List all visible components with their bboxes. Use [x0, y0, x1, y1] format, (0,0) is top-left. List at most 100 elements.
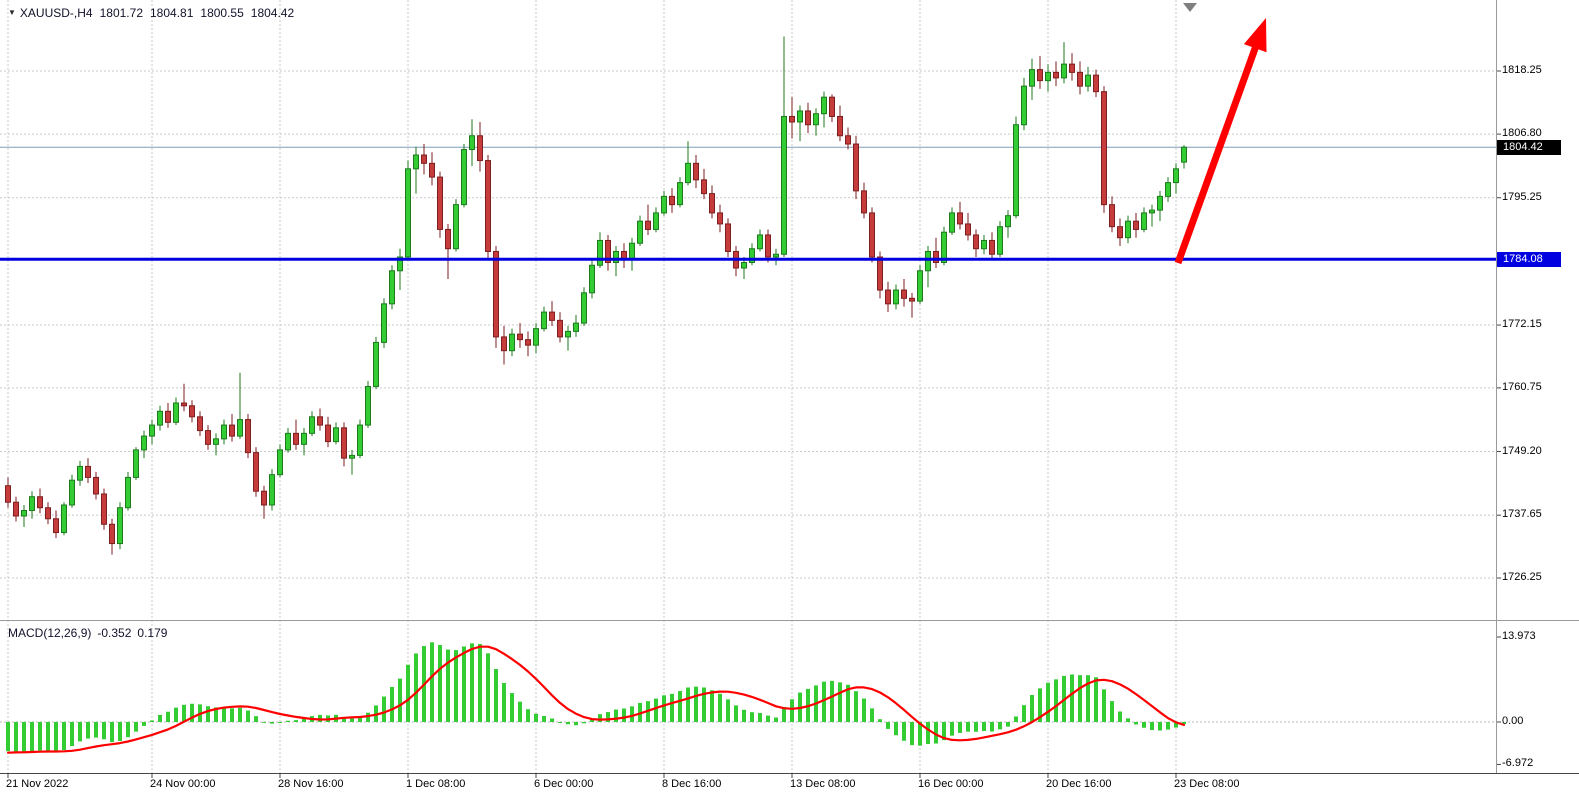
trend-arrow-head[interactable] [1243, 18, 1267, 53]
macd-histogram-bar [662, 695, 666, 722]
macd-histogram-bar [854, 691, 858, 722]
macd-histogram-bar [886, 722, 890, 729]
time-axis-label: 20 Dec 16:00 [1046, 778, 1112, 790]
bull-candle [613, 250, 619, 264]
bull-candle [1029, 69, 1035, 87]
bear-candle [1133, 220, 1139, 230]
macd-histogram-bar [974, 722, 978, 732]
macd-histogram-bar [630, 706, 634, 722]
macd-histogram-bar [678, 691, 682, 722]
macd-signal-line [6, 645, 1186, 754]
macd-histogram-bar [150, 720, 154, 722]
symbol-marker-icon[interactable]: ▼ [8, 8, 16, 17]
macd-axis-label: 13.973 [1502, 630, 1536, 642]
time-axis-label: 24 Nov 00:00 [150, 778, 216, 790]
bear-candle [437, 176, 443, 230]
macd-histogram-bar [302, 718, 306, 722]
macd-histogram-bar [1070, 674, 1074, 722]
macd-histogram-bar [846, 684, 850, 722]
price-axis[interactable]: 1818.25 1806.80 1795.25 1772.15 1760.75 1749.… [1496, 0, 1579, 775]
macd-histogram-bar [30, 722, 34, 752]
bear-candle [317, 416, 323, 426]
bull-candle [461, 149, 467, 206]
macd-histogram-bar [622, 708, 626, 722]
macd-histogram-bar [1046, 682, 1050, 722]
bear-candle [605, 239, 611, 264]
bull-candle [309, 416, 315, 434]
macd-histogram-bar [694, 686, 698, 722]
macd-histogram-bar [1182, 722, 1186, 725]
price-axis-label: 1760.75 [1502, 380, 1542, 393]
bull-candle [117, 507, 123, 545]
macd-histogram-bar [614, 709, 618, 722]
bear-candle [765, 234, 771, 258]
macd-histogram-bar [350, 718, 354, 722]
hline-price-badge: 1784.08 [1497, 251, 1561, 267]
bear-candle [93, 476, 99, 495]
macd-histogram-bar [734, 705, 738, 722]
bear-candle [901, 289, 907, 299]
macd-signal-value: 0.179 [137, 626, 168, 640]
macd-histogram-bar [902, 722, 906, 741]
bull-candle [133, 449, 139, 478]
bull-candle [509, 333, 515, 352]
bear-candle [429, 162, 435, 178]
bear-candle [45, 507, 51, 520]
bear-candle [109, 523, 115, 545]
bear-candle [861, 190, 867, 214]
bull-candle [773, 253, 779, 258]
macd-histogram-bar [710, 690, 714, 722]
time-axis[interactable]: 21 Nov 2022 24 Nov 00:00 28 Nov 16:00 1 Dec… [0, 776, 1579, 802]
macd-histogram-bar [934, 722, 938, 744]
time-axis-label: 16 Dec 00:00 [918, 778, 984, 790]
macd-histogram-bar [502, 683, 506, 722]
bear-candle [189, 405, 195, 418]
macd-histogram-bar [574, 722, 578, 726]
bull-candle [1165, 182, 1171, 197]
chart-shift-marker-icon[interactable] [1183, 3, 1197, 12]
macd-histogram-bar [782, 706, 786, 722]
bear-candle [957, 212, 963, 225]
bull-candle [1013, 124, 1019, 217]
bear-candle [181, 402, 187, 407]
bull-candle [781, 115, 787, 255]
bull-candle [149, 424, 155, 437]
bear-candle [1069, 63, 1075, 73]
macd-histogram-bar [966, 722, 970, 732]
bull-candle [925, 250, 931, 272]
bear-candle [669, 195, 675, 206]
bull-candle [213, 438, 219, 445]
bull-candle [661, 195, 667, 214]
bear-candle [933, 250, 939, 264]
bull-candle [597, 239, 603, 266]
bull-candle [685, 162, 691, 184]
bear-candle [53, 518, 59, 534]
bear-candle [421, 154, 427, 164]
macd-histogram-bar [382, 696, 386, 722]
price-axis-label: 1795.25 [1502, 190, 1542, 203]
bear-candle [1117, 226, 1123, 239]
macd-histogram-bar [838, 682, 842, 722]
bear-candle [477, 135, 483, 162]
macd-histogram-bar [102, 722, 106, 740]
macd-axis-label: -6.972 [1502, 757, 1534, 770]
macd-histogram-bar [86, 722, 90, 739]
macd-histogram-bar [822, 681, 826, 722]
bull-candle [141, 435, 147, 451]
bull-candle [757, 234, 763, 250]
macd-histogram-bar [718, 693, 722, 722]
ohlc-high: 1804.81 [150, 6, 194, 20]
bull-candle [173, 402, 179, 423]
bear-candle [829, 96, 835, 117]
macd-histogram-bar [1118, 711, 1122, 722]
macd-value: -0.352 [97, 626, 132, 640]
macd-histogram-bar [390, 686, 394, 722]
macd-histogram-bar [910, 722, 914, 746]
bull-candle [453, 204, 459, 250]
bull-candle [997, 226, 1003, 255]
bull-candle [981, 239, 987, 250]
bull-candle [333, 427, 339, 443]
macd-histogram-bar [46, 722, 50, 751]
trend-arrow-line[interactable] [1174, 43, 1260, 265]
